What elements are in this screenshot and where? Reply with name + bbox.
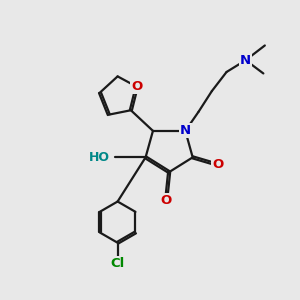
Text: O: O	[131, 80, 142, 93]
Text: N: N	[180, 124, 191, 137]
Text: O: O	[160, 194, 172, 207]
Text: Cl: Cl	[110, 257, 125, 270]
Text: O: O	[212, 158, 223, 171]
Text: N: N	[240, 54, 251, 67]
Text: HO: HO	[89, 151, 110, 164]
